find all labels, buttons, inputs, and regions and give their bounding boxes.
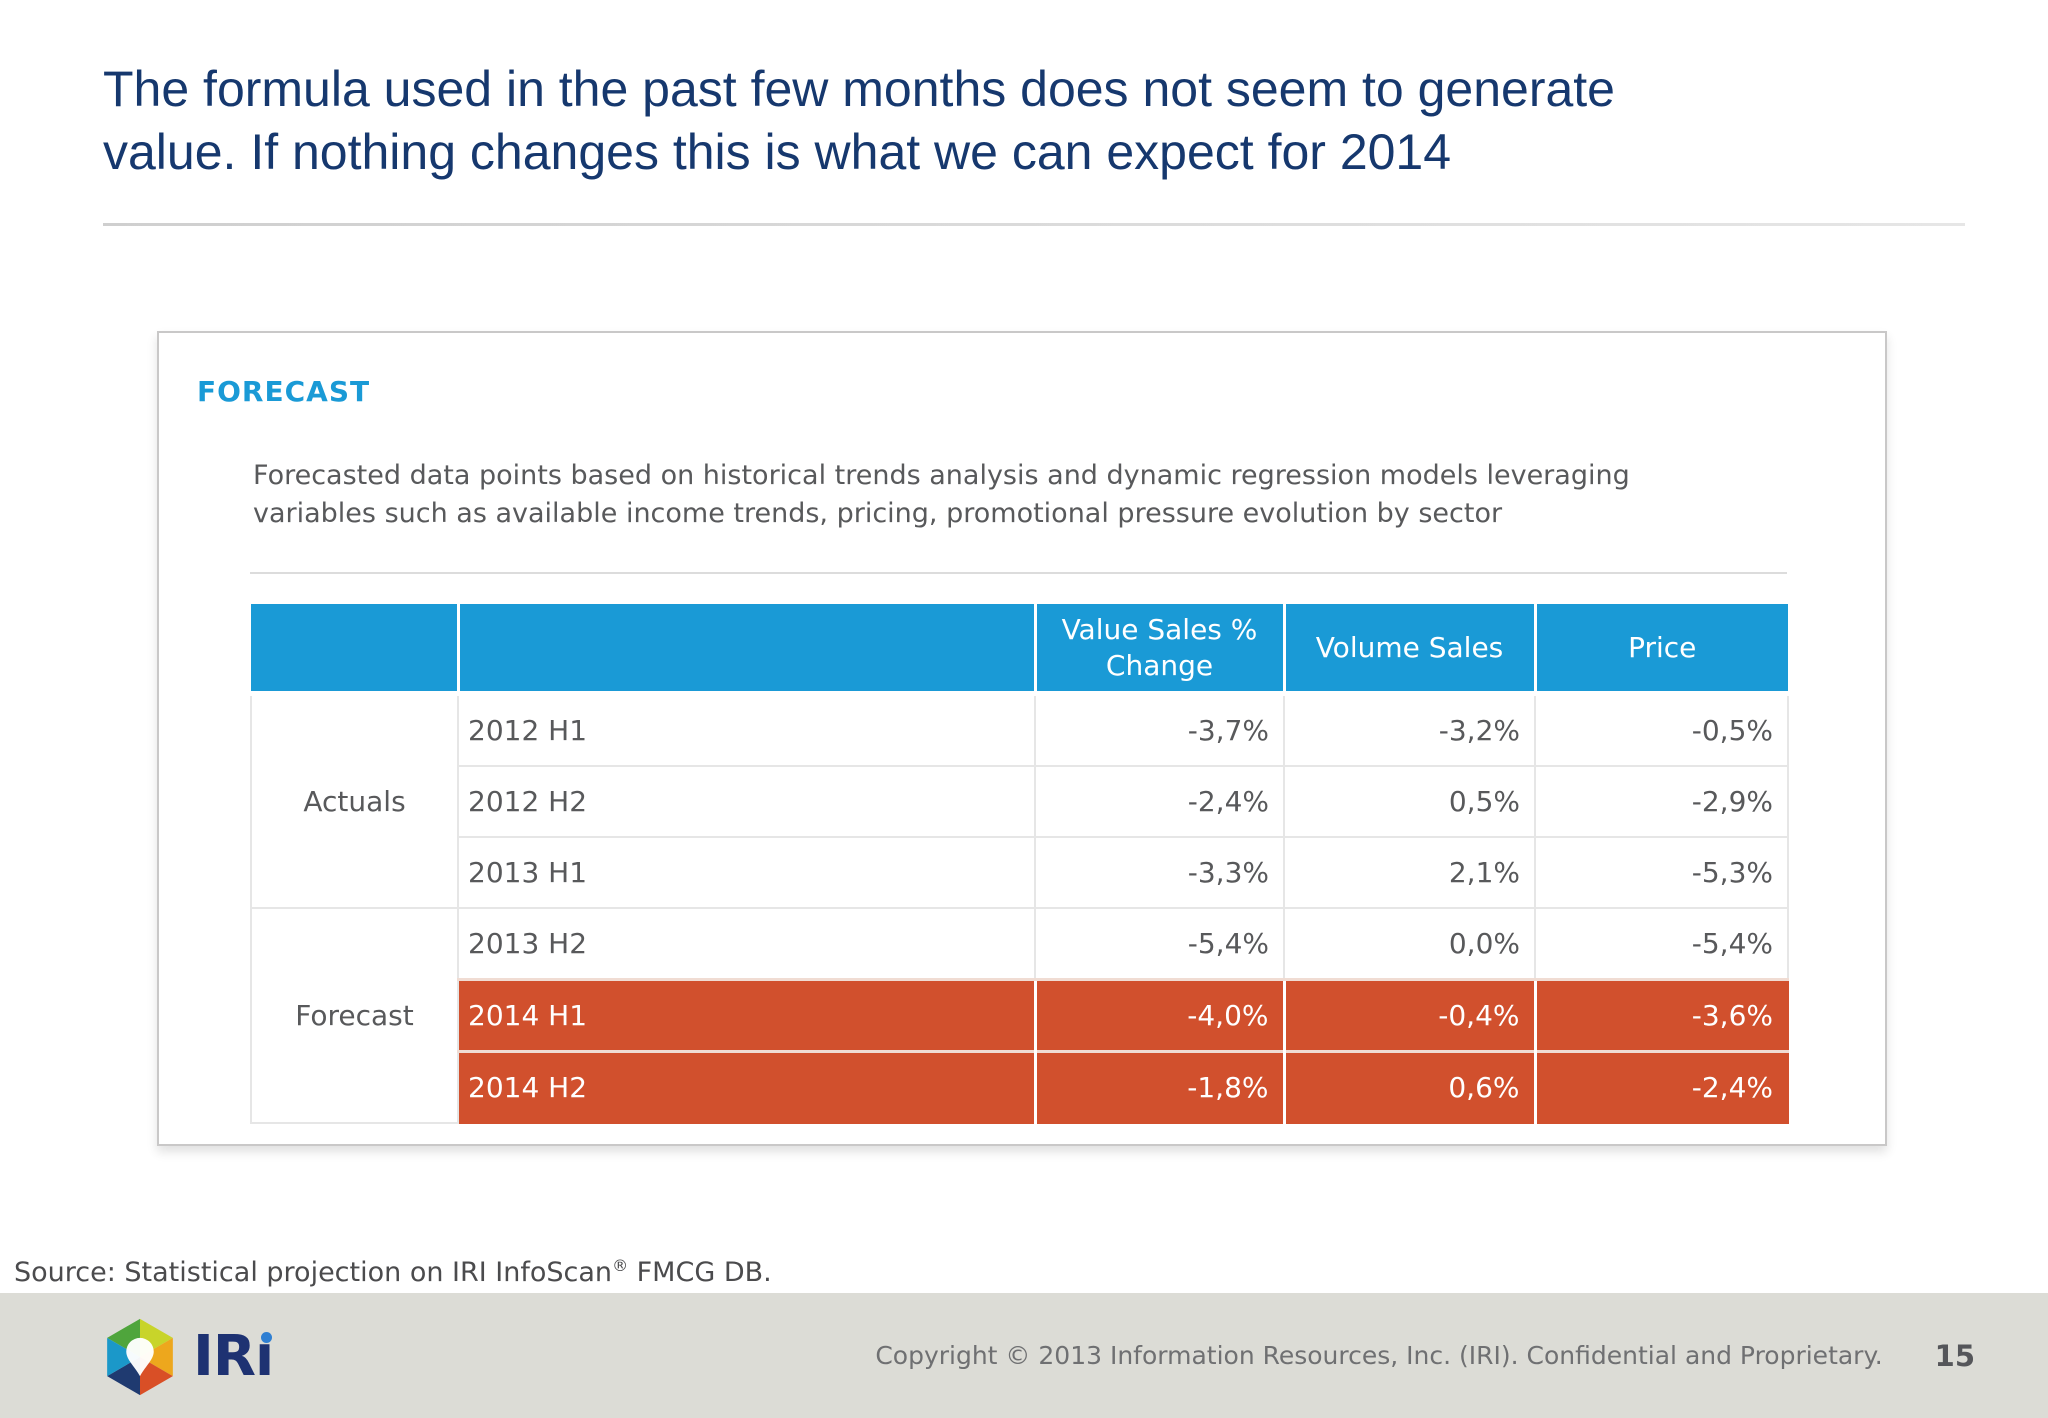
column-header-value-sales: Value Sales % Change [1033,604,1284,696]
row-group-label-forecast: Forecast [250,907,459,1124]
forecast-description-line1: Forecasted data points based on historic… [253,460,1630,491]
value-sales-cell: -3,7% [1034,692,1285,767]
table-header-row: Value Sales % Change Volume Sales Price [251,604,1788,696]
source-note: Source: Statistical projection on IRI In… [14,1256,772,1288]
column-header-volume-sales: Volume Sales [1282,604,1535,696]
copyright-text: Copyright © 2013 Information Resources, … [875,1341,1883,1370]
price-cell: -0,5% [1534,692,1789,767]
title-divider [103,223,1965,226]
table-row-highlighted: 2014 H2 -1,8% 0,6% -2,4% [251,1050,1789,1124]
footer-bar: IRı Copyright © 2013 Information Resourc… [0,1293,2048,1418]
iri-logo-hexagon-icon [107,1318,173,1396]
price-cell: -3,6% [1533,978,1789,1053]
forecast-description: Forecasted data points based on historic… [253,457,1833,533]
volume-sales-cell: -0,4% [1282,978,1536,1053]
period-cell: 2013 H2 [457,907,1036,981]
column-header-price: Price [1533,604,1788,696]
volume-sales-cell: 0,0% [1283,907,1536,981]
forecast-table-container: Value Sales % Change Volume Sales Price … [250,604,1789,1124]
page-title-line1: The formula used in the past few months … [103,61,1615,117]
forecast-description-line2: variables such as available income trend… [253,498,1503,529]
page-number: 15 [1934,1338,1975,1373]
source-note-text: Source: Statistical projection on IRI In… [14,1257,613,1288]
period-cell: 2012 H1 [457,692,1036,767]
value-sales-cell: -2,4% [1034,765,1285,838]
value-sales-cell: -4,0% [1033,978,1285,1053]
price-cell: -5,4% [1534,907,1789,981]
table-row: Forecast 2013 H2 -5,4% 0,0% -5,4% [250,907,1789,1124]
volume-sales-cell: 0,6% [1282,1050,1536,1124]
iri-logo-i-dot [261,1332,273,1343]
price-cell: -2,4% [1533,1050,1789,1124]
forecast-table: Value Sales % Change Volume Sales Price … [250,604,1789,1124]
value-sales-cell: -3,3% [1034,836,1285,909]
volume-sales-cell: -3,2% [1283,692,1536,767]
source-note-suffix: FMCG DB. [628,1257,772,1288]
forecast-card: FORECAST Forecasted data points based on… [157,331,1887,1146]
period-cell: 2014 H2 [457,1050,1036,1124]
table-row: 2013 H1 -3,3% 2,1% -5,3% [251,836,1789,909]
price-cell: -5,3% [1534,836,1789,909]
header-spacer-cell-1 [251,604,458,696]
header-spacer-cell-2 [456,604,1035,696]
volume-sales-cell: 2,1% [1283,836,1536,909]
table-row: 2012 H2 -2,4% 0,5% -2,9% [251,765,1789,838]
period-cell: 2014 H1 [457,978,1036,1053]
description-divider [250,572,1787,574]
table-row-highlighted: 2014 H1 -4,0% -0,4% -3,6% [251,978,1789,1053]
row-group-label-actuals: Actuals [250,692,459,909]
forecast-heading: FORECAST [197,375,371,408]
page-title-line2: value. If nothing changes this is what w… [103,124,1452,180]
footer-right: Copyright © 2013 Information Resources, … [875,1293,1975,1418]
iri-logo: IRı [101,1315,274,1399]
period-cell: 2012 H2 [457,765,1036,838]
value-sales-cell: -5,4% [1034,907,1285,981]
iri-logo-text-i: ı [254,1324,274,1389]
volume-sales-cell: 0,5% [1283,765,1536,838]
period-cell: 2013 H1 [457,836,1036,909]
registered-mark: ® [612,1256,629,1275]
iri-logo-text-ir: IR [193,1324,256,1389]
value-sales-cell: -1,8% [1033,1050,1285,1124]
table-row: Actuals 2012 H1 -3,7% -3,2% -0,5% [250,692,1789,909]
iri-logo-wordmark: IRı [193,1329,274,1385]
page-title: The formula used in the past few months … [103,58,2003,184]
price-cell: -2,9% [1534,765,1789,838]
